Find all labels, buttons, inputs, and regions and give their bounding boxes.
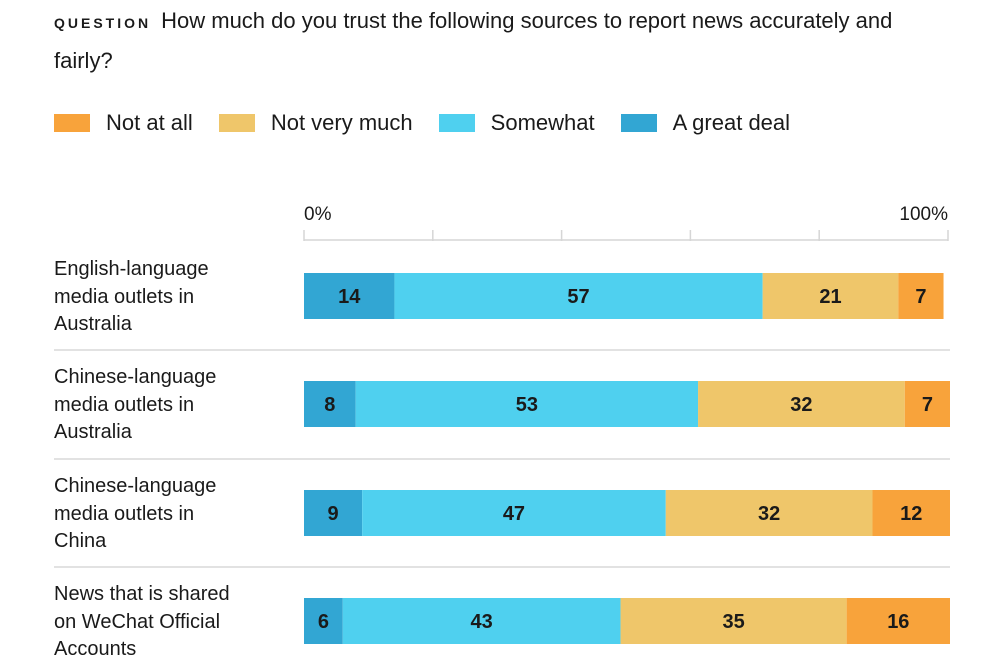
category-label-line: media outlets in — [54, 393, 195, 416]
legend-swatch — [54, 114, 90, 132]
bar-segment — [846, 598, 950, 644]
bar-segment — [762, 273, 899, 319]
data-label: 35 — [722, 611, 744, 633]
bar-segment — [355, 381, 699, 427]
legend-label: Not at all — [106, 110, 193, 135]
category-label-line: media outlets in — [54, 502, 195, 525]
category-label-line: English-language — [54, 258, 209, 280]
bar-segment — [698, 381, 905, 427]
legend-label: Somewhat — [490, 110, 595, 135]
category-label-line: Australia — [54, 421, 132, 443]
bar-segment — [665, 490, 873, 536]
question-text: How much do you trust the following sour… — [54, 8, 893, 73]
data-label: 32 — [758, 503, 780, 525]
data-label: 12 — [900, 503, 922, 525]
category-label: News that is shared on WeChat Official Acc… — [54, 581, 274, 664]
legend-item: Not at all — [54, 110, 193, 136]
tick-label: 0% — [304, 204, 332, 225]
legend-label: Not very much — [270, 110, 413, 135]
bar-segment — [394, 273, 763, 319]
category-label-line: media outlets in — [54, 285, 195, 308]
legend-item: Somewhat — [438, 110, 595, 136]
data-label: 43 — [471, 611, 493, 633]
question: QUESTION How much do you trust the follow… — [54, 2, 934, 80]
legend-swatch — [620, 114, 657, 132]
legend-swatch — [438, 114, 475, 132]
bar-segment — [362, 490, 666, 536]
category-label: Chinese-language media outlets in China — [54, 473, 274, 556]
bar-segment — [304, 381, 356, 427]
bar-segment — [904, 381, 950, 427]
legend: Not at all Not very much Somewhat A great d… — [54, 110, 816, 136]
category-label-line: News that is shared — [54, 583, 230, 605]
data-label: 7 — [922, 394, 933, 416]
category-label-line: Australia — [54, 313, 132, 335]
data-label: 57 — [567, 286, 589, 308]
legend-label: A great deal — [672, 110, 791, 135]
data-label: 9 — [328, 503, 339, 525]
category-label-line: Chinese-language — [54, 475, 217, 497]
data-label: 6 — [318, 611, 329, 633]
category-label-line: China — [54, 530, 107, 552]
data-label: 53 — [516, 394, 538, 416]
legend-swatch — [218, 114, 255, 132]
data-label: 7 — [915, 286, 926, 308]
bar-segment — [304, 490, 363, 536]
category-label-line: Accounts — [54, 638, 137, 660]
data-label: 21 — [819, 286, 841, 308]
data-label: 47 — [503, 503, 525, 525]
bar-segment — [304, 598, 343, 644]
legend-item: A great deal — [620, 110, 791, 136]
bar-segment — [898, 273, 944, 319]
data-label: 8 — [324, 394, 335, 416]
bar-segment — [304, 273, 395, 319]
bar-segment — [620, 598, 847, 644]
category-label-line: Chinese-language — [54, 366, 217, 388]
data-label: 14 — [338, 286, 361, 308]
category-label: Chinese-language media outlets in Australi… — [54, 364, 274, 447]
data-label: 32 — [790, 394, 812, 416]
bar-segment — [342, 598, 621, 644]
tick-label: 100% — [899, 204, 948, 225]
bar-segment — [872, 490, 950, 536]
category-label: English-language media outlets in Australi… — [54, 256, 274, 339]
legend-item: Not very much — [218, 110, 413, 136]
question-label: QUESTION — [54, 15, 152, 31]
category-label-line: on WeChat Official — [54, 610, 221, 633]
data-label: 16 — [887, 611, 909, 633]
